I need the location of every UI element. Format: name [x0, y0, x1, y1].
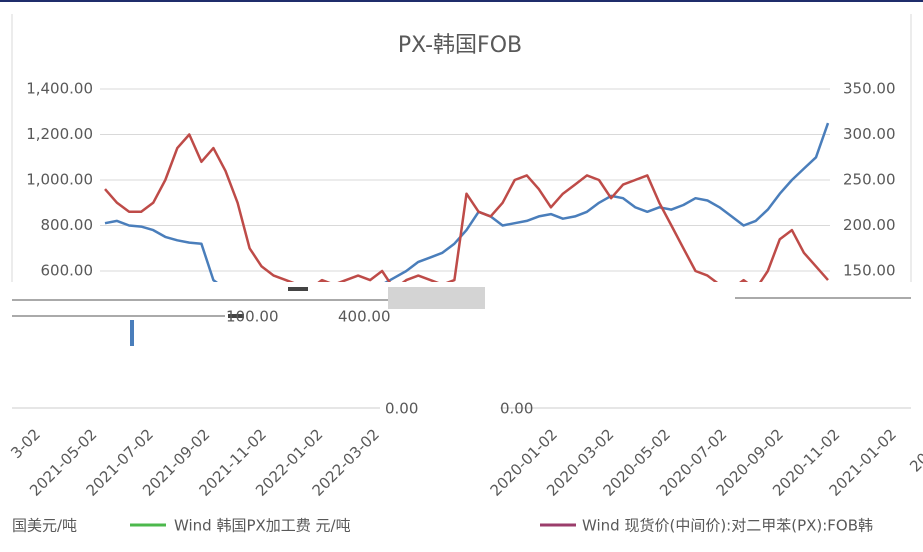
- y2-tick-label: 200.00: [843, 216, 896, 234]
- y2-tick-label: 300.00: [843, 125, 896, 143]
- glitch: [288, 287, 308, 291]
- series-line: [104, 122, 830, 282]
- top-border: [0, 0, 923, 2]
- chart-title: PX-韩国FOB: [398, 33, 522, 58]
- x-tick-label: 3-02: [7, 425, 44, 462]
- legend-label: 国美元/吨: [12, 517, 77, 535]
- legend-label: Wind 韩国PX加工费 元/吨: [174, 517, 351, 535]
- y2-tick-label: 150.00: [843, 262, 896, 280]
- legend-label: Wind 现货价(中间价):对二甲苯(PX):FOB韩: [582, 517, 873, 535]
- y-tick-label: 1,000.00: [26, 171, 93, 189]
- glitch: [130, 320, 134, 346]
- y-tick-label: 800.00: [41, 216, 94, 234]
- series-line: [104, 133, 829, 282]
- x-tick-label: 2021-0: [906, 425, 923, 475]
- tick-label: 400.00: [338, 308, 391, 326]
- tick-label: 100.00: [226, 308, 279, 326]
- y2-tick-label: 350.00: [843, 80, 896, 98]
- glitch: [228, 314, 244, 318]
- y-tick-label: 1,200.00: [26, 125, 93, 143]
- y2-tick-label: 250.00: [843, 171, 896, 189]
- tick-label: 0.00: [385, 400, 418, 418]
- tick-label: 0.00: [500, 400, 533, 418]
- glitch: [388, 287, 485, 309]
- y-tick-label: 1,400.00: [26, 80, 93, 98]
- y-tick-label: 600.00: [41, 262, 94, 280]
